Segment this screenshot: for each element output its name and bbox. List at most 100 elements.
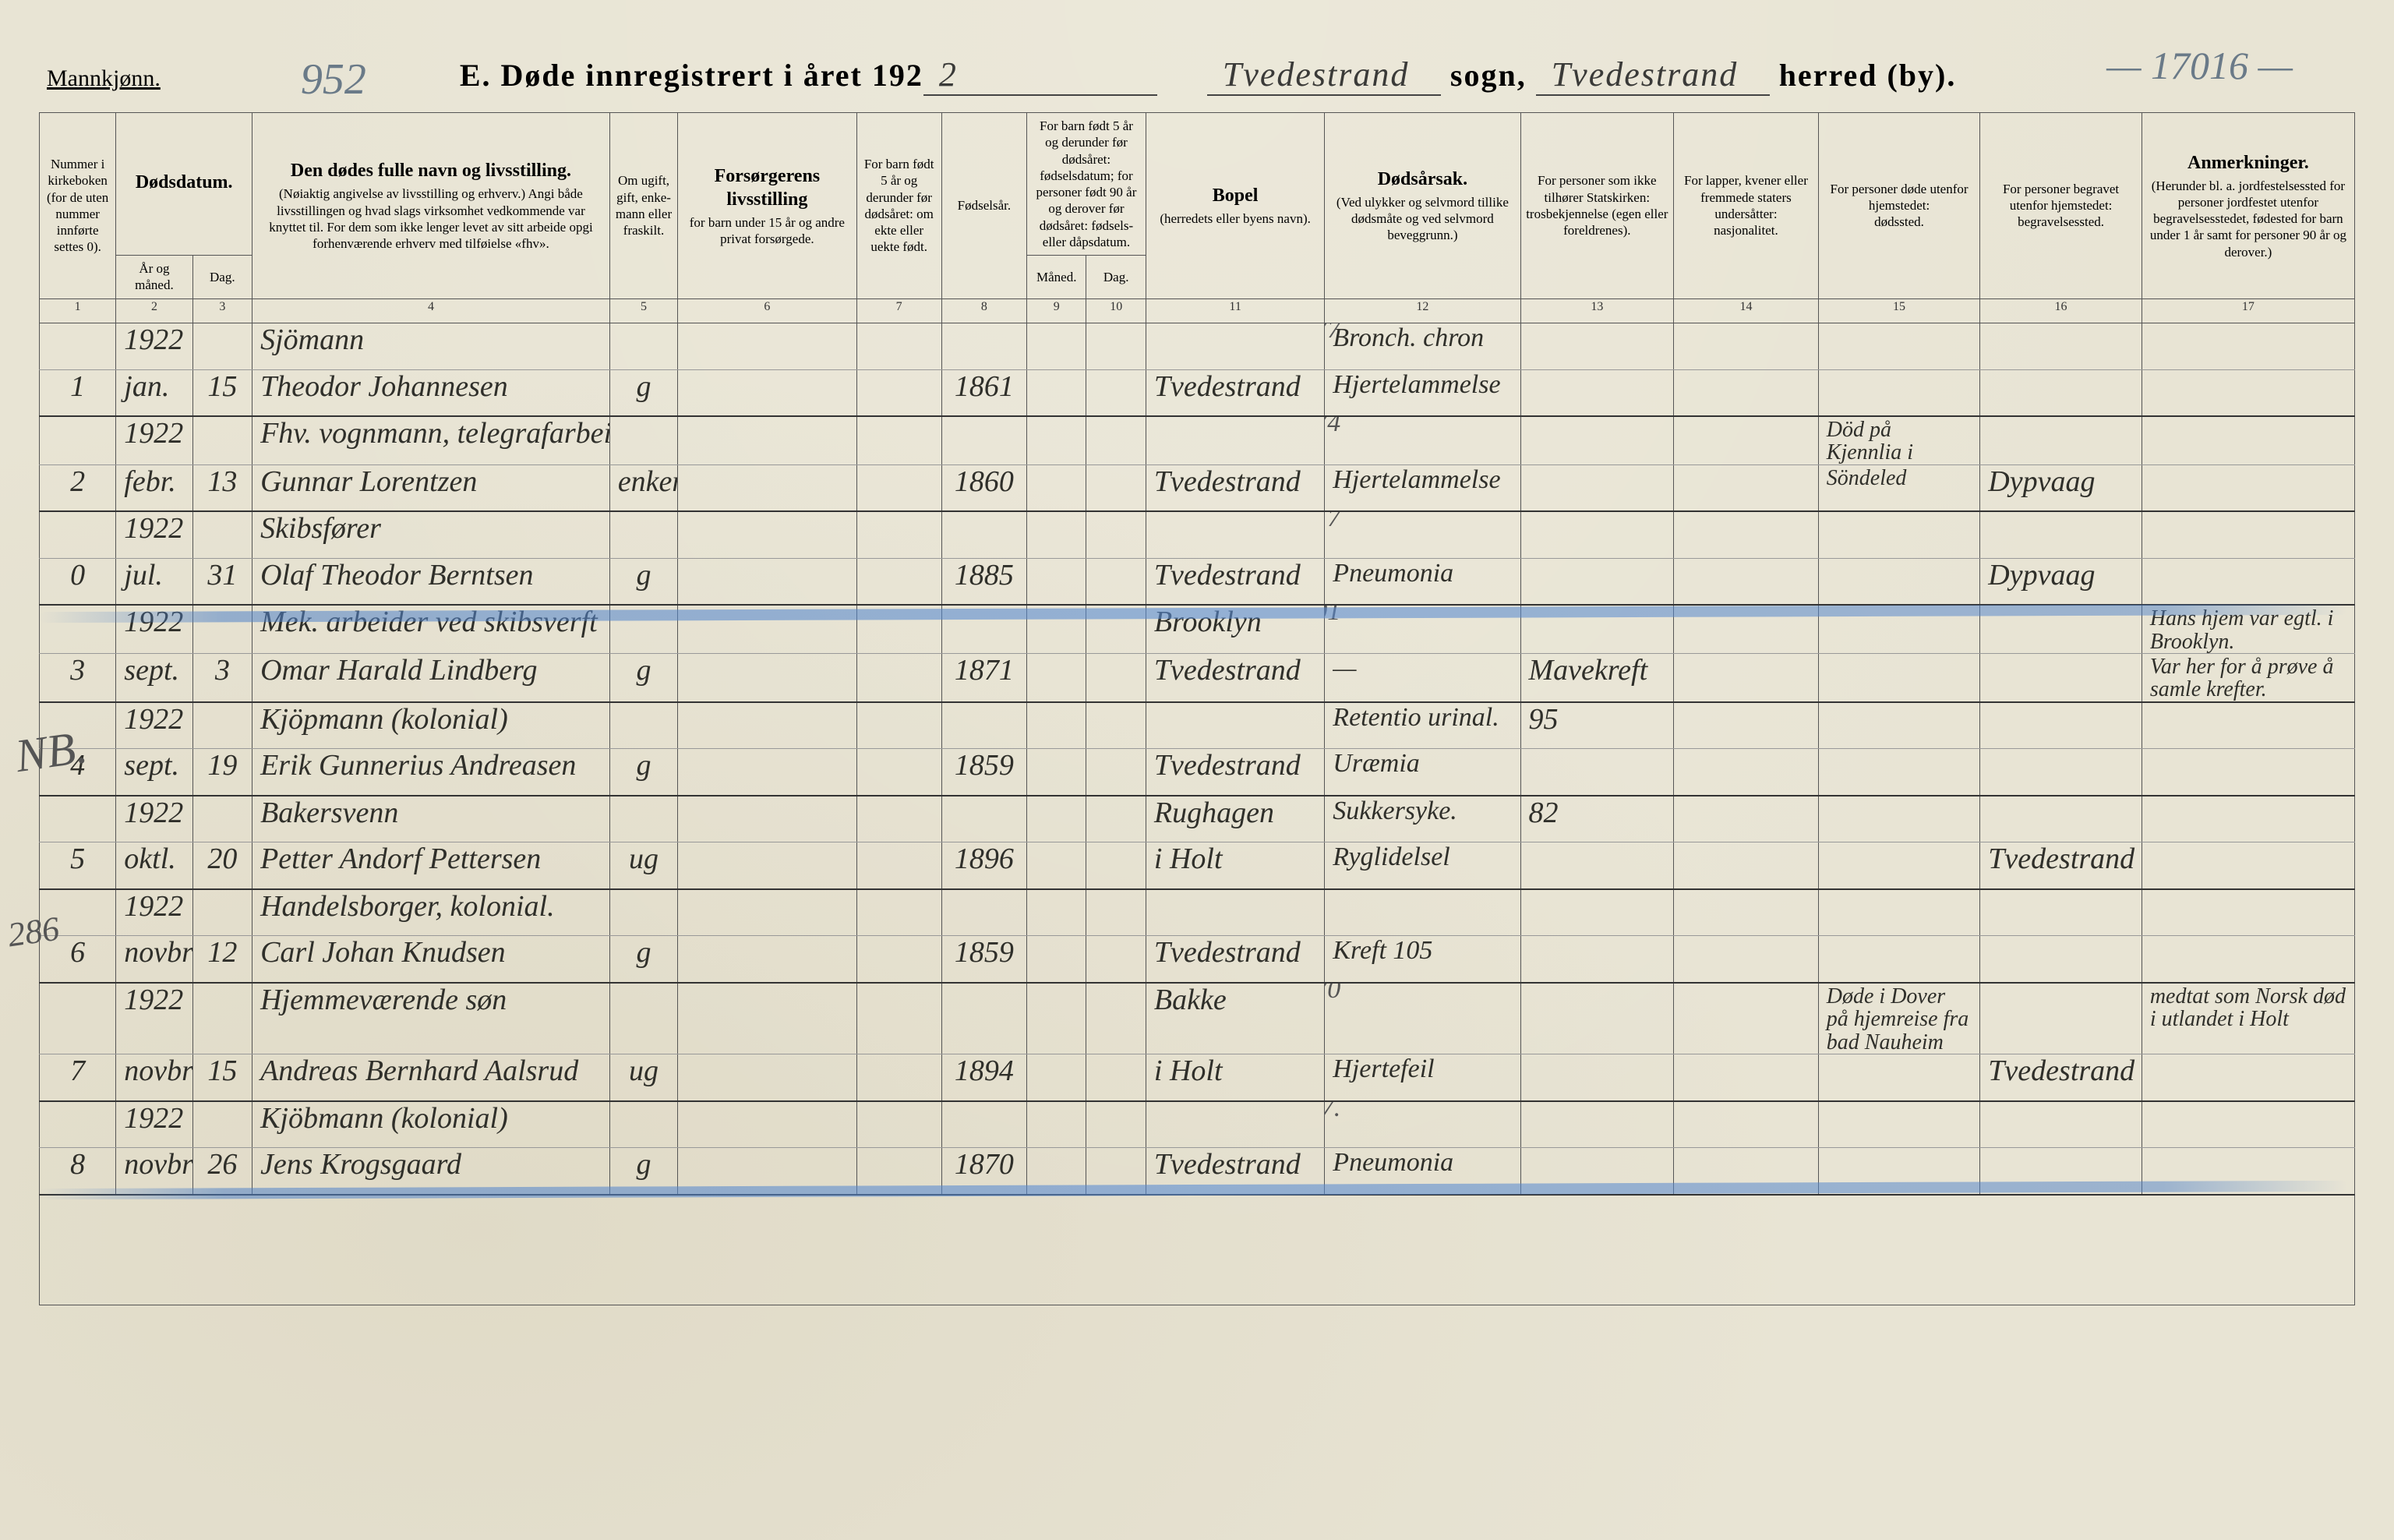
cell-number: 5 bbox=[40, 842, 116, 889]
table-header: Nummer i kirke­boken (for de uten nummer… bbox=[40, 113, 2355, 323]
cell-burial-place bbox=[1980, 796, 2142, 842]
cell-religion bbox=[1520, 1148, 1674, 1195]
cell-civil-status bbox=[609, 702, 677, 749]
cell-burial-place bbox=[1980, 605, 2142, 653]
table-row: 1jan.15Theodor Johanneseng1861Tvedestran… bbox=[40, 369, 2355, 416]
cell-legitimacy bbox=[856, 842, 941, 889]
cell-year-month: 1922 bbox=[116, 605, 192, 653]
cell-cause: Sukkersyke. bbox=[1325, 796, 1520, 842]
cell-year-month: 1922 bbox=[116, 323, 192, 369]
cell-residence bbox=[1146, 323, 1324, 369]
cell-birth-month bbox=[1027, 558, 1086, 605]
title-row: Mannkjønn. 952 E. Døde innregistrert i å… bbox=[39, 47, 2355, 97]
cell-birth-month bbox=[1027, 936, 1086, 983]
cell-civil-status: g bbox=[609, 1148, 677, 1195]
cell-death-place bbox=[1818, 1101, 1980, 1148]
cell-day: 19 bbox=[192, 749, 252, 796]
cell-death-place bbox=[1818, 936, 1980, 983]
cell-birth-day bbox=[1086, 983, 1146, 1054]
herred-label: herred (by). bbox=[1779, 58, 1957, 93]
cell-birth-year: 1885 bbox=[941, 558, 1026, 605]
cell-civil-status bbox=[609, 983, 677, 1054]
cell-birth-day bbox=[1086, 511, 1146, 558]
cell-number: 8 bbox=[40, 1148, 116, 1195]
cell-residence: Tvedestrand bbox=[1146, 936, 1324, 983]
cell-number: 1 bbox=[40, 369, 116, 416]
cell-provider bbox=[678, 416, 856, 464]
table-row: 5oktl.20Petter Andorf Pettersenug1896i H… bbox=[40, 842, 2355, 889]
cell-birth-day bbox=[1086, 558, 1146, 605]
cell-burial-place bbox=[1980, 983, 2142, 1054]
cell-year-month: febr. bbox=[116, 464, 192, 511]
cell-provider bbox=[678, 1148, 856, 1195]
col-header-14: For lapper, kvener eller fremmede stater… bbox=[1674, 113, 1819, 299]
cell-legitimacy bbox=[856, 796, 941, 842]
cell-provider bbox=[678, 323, 856, 369]
cell-burial-place bbox=[1980, 654, 2142, 702]
cell-number bbox=[40, 796, 116, 842]
cell-day bbox=[192, 889, 252, 936]
table-row: 1922Handelsborger, kolonial. bbox=[40, 889, 2355, 936]
cell-remarks bbox=[2142, 936, 2354, 983]
cell-legitimacy bbox=[856, 983, 941, 1054]
cell-legitimacy bbox=[856, 1054, 941, 1101]
cell-legitimacy bbox=[856, 464, 941, 511]
cell-birth-day bbox=[1086, 1054, 1146, 1101]
cell-year-month: novbr bbox=[116, 936, 192, 983]
cell-legitimacy bbox=[856, 889, 941, 936]
cell-remarks bbox=[2142, 416, 2354, 464]
cell-day: 15 bbox=[192, 1054, 252, 1101]
cell-cause: Pneumonia bbox=[1325, 1148, 1520, 1195]
cell-birth-day bbox=[1086, 654, 1146, 702]
col-header-13: For personer som ikke tilhører Statskirk… bbox=[1520, 113, 1674, 299]
cell-legitimacy bbox=[856, 369, 941, 416]
cell-legitimacy bbox=[856, 1148, 941, 1195]
cell-provider bbox=[678, 983, 856, 1054]
cell-civil-status: ug bbox=[609, 842, 677, 889]
table-row: 1922Kjöpmann (kolonial)Retentio urinal.9… bbox=[40, 702, 2355, 749]
cell-provider bbox=[678, 654, 856, 702]
cell-civil-status bbox=[609, 1101, 677, 1148]
cell-nationality bbox=[1674, 1101, 1819, 1148]
cell-remarks bbox=[2142, 464, 2354, 511]
cell-burial-place bbox=[1980, 936, 2142, 983]
cell-name-occupation: Carl Johan Knudsen bbox=[252, 936, 610, 983]
cell-religion: 82 bbox=[1520, 796, 1674, 842]
cell-nationality bbox=[1674, 983, 1819, 1054]
cell-birth-month bbox=[1027, 605, 1086, 653]
cell-religion bbox=[1520, 558, 1674, 605]
cell-cause: Retentio urinal. bbox=[1325, 702, 1520, 749]
cell-civil-status: g bbox=[609, 936, 677, 983]
cell-birth-year: 1861 bbox=[941, 369, 1026, 416]
cell-religion bbox=[1520, 936, 1674, 983]
cell-birth-year bbox=[941, 796, 1026, 842]
cell-legitimacy bbox=[856, 936, 941, 983]
cell-religion bbox=[1520, 369, 1674, 416]
cell-cause bbox=[1325, 889, 1520, 936]
table-row: 1922Skibsfører17 bbox=[40, 511, 2355, 558]
sogn-value: Tvedestrand bbox=[1207, 55, 1441, 96]
margin-note-nb: NB. bbox=[12, 720, 90, 783]
cell-death-place bbox=[1818, 1054, 1980, 1101]
table-row: 1922Fhv. vognmann, telegrafarbeider74Död… bbox=[40, 416, 2355, 464]
table-row: 4sept.19Erik Gunnerius Andreaseng1859Tve… bbox=[40, 749, 2355, 796]
cell-birth-month bbox=[1027, 702, 1086, 749]
cell-name-occupation: Hjemmeværende søn bbox=[252, 983, 610, 1054]
cell-birth-day bbox=[1086, 1101, 1146, 1148]
cell-remarks bbox=[2142, 796, 2354, 842]
cell-burial-place bbox=[1980, 889, 2142, 936]
cell-burial-place: Tvedestrand bbox=[1980, 1054, 2142, 1101]
cell-birth-month bbox=[1027, 369, 1086, 416]
cell-civil-status: enkem bbox=[609, 464, 677, 511]
cell-number: 7 bbox=[40, 1054, 116, 1101]
cell-name-occupation: Fhv. vognmann, telegrafarbeider bbox=[252, 416, 610, 464]
cell-burial-place: Tvedestrand bbox=[1980, 842, 2142, 889]
cell-remarks bbox=[2142, 842, 2354, 889]
cell-nationality bbox=[1674, 1054, 1819, 1101]
cell-cause: Hjertefeil bbox=[1325, 1054, 1520, 1101]
cell-year-month: 1922 bbox=[116, 796, 192, 842]
cell-residence: Tvedestrand bbox=[1146, 654, 1324, 702]
cell-year-month: jul. bbox=[116, 558, 192, 605]
cell-legitimacy bbox=[856, 749, 941, 796]
cell-legitimacy bbox=[856, 511, 941, 558]
